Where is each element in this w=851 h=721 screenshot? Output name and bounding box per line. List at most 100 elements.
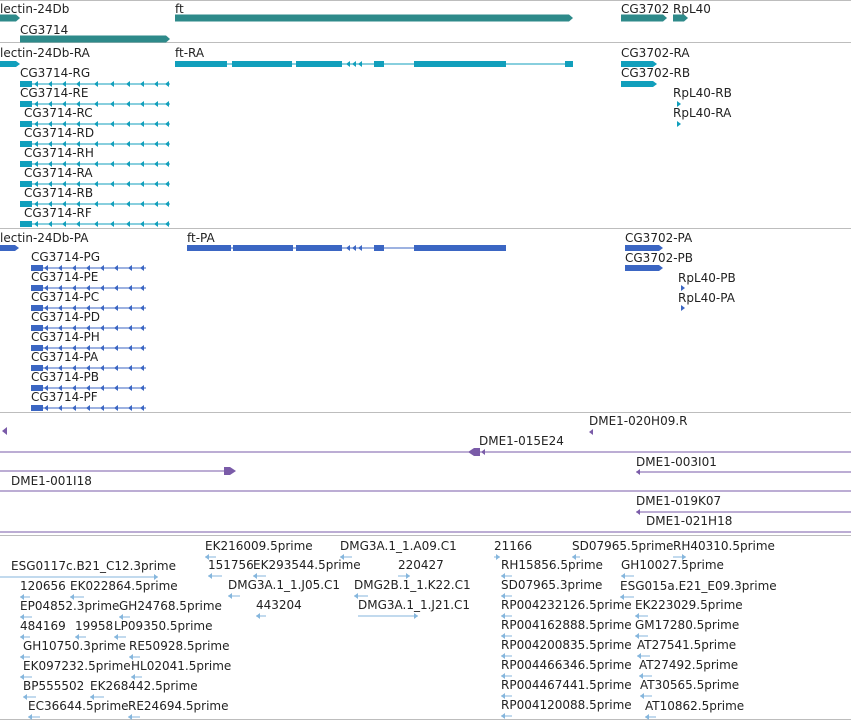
protein-feature[interactable]: CG3714-PD (31, 310, 146, 331)
est-feature[interactable]: EP04852.3prime (20, 599, 119, 620)
est-feature[interactable]: RP004466346.5prime (501, 658, 632, 679)
transcript-feature[interactable]: CG3714-RB (20, 186, 170, 207)
transcript-feature[interactable]: CG3714-RG (20, 66, 170, 87)
est-feature[interactable]: AT27541.5prime (637, 638, 736, 659)
clone-feature[interactable]: DME1-019K07 (636, 494, 851, 515)
gene-bar[interactable] (20, 35, 170, 43)
transcript-bar[interactable] (621, 61, 657, 67)
clone-feature[interactable]: DME1-020H09.R (589, 414, 688, 435)
est-feature[interactable]: EK022864.5prime (70, 579, 178, 600)
est-feature[interactable]: AT27492.5prime (639, 658, 738, 679)
exon-block[interactable] (175, 14, 573, 22)
est-feature[interactable]: 220427 (398, 558, 444, 579)
gene-feature[interactable]: CG3714 (20, 23, 170, 43)
exon-block[interactable] (625, 265, 663, 271)
est-feature[interactable]: SD07965.3prime (501, 578, 602, 599)
protein-feature[interactable]: RpL40-PB (678, 271, 736, 291)
est-feature[interactable]: RE24694.5prime (128, 699, 229, 720)
protein-feature[interactable]: CG3714-PA (31, 350, 146, 371)
exon-block[interactable] (20, 35, 170, 43)
est-feature[interactable]: ESG015a.E21_E09.3prime (620, 579, 777, 600)
protein-feature[interactable]: CG3714-PH (31, 330, 146, 351)
gene-bar[interactable] (0, 14, 20, 22)
est-feature[interactable]: DMG3A.1_1.J21.C1 (358, 598, 470, 619)
est-feature[interactable]: RP004467441.5prime (501, 678, 632, 699)
transcript-feature[interactable]: CG3702-RB (621, 66, 690, 87)
gene-bar[interactable] (175, 14, 573, 22)
clone-feature[interactable]: DME1-021H18 (0, 514, 851, 533)
protein-feature[interactable]: CG3702-PA (625, 231, 693, 251)
clone-feature[interactable] (0, 467, 236, 475)
exon-block[interactable] (621, 14, 667, 22)
est-feature[interactable]: EK223029.5prime (635, 598, 743, 619)
transcript-feature[interactable]: CG3702-RA (621, 46, 690, 67)
est-feature[interactable]: HL02041.5prime (131, 659, 231, 680)
exon-block[interactable] (414, 245, 506, 251)
est-feature[interactable]: RP004120088.5prime (501, 698, 632, 719)
est-feature[interactable]: AT30565.5prime (640, 678, 739, 699)
exon-block[interactable] (621, 81, 657, 87)
est-feature[interactable]: 484169 (20, 619, 66, 640)
exon-block[interactable] (621, 61, 657, 67)
transcript-feature[interactable]: CG3714-RH (20, 146, 170, 167)
protein-feature[interactable]: CG3702-PB (625, 251, 693, 271)
gene-feature[interactable]: CG3702 (621, 2, 669, 22)
transcript-feature[interactable]: RpL40-RA (673, 106, 732, 127)
est-feature[interactable]: GH10027.5prime (621, 558, 724, 579)
exon-block[interactable] (0, 14, 20, 22)
clone-feature[interactable]: DME1-003I01 (636, 455, 851, 475)
protein-feature[interactable]: CG3714-PG (31, 250, 146, 271)
est-feature[interactable]: DMG3A.1_1.A09.C1 (340, 539, 457, 560)
gene-feature[interactable]: lectin-24Db (0, 2, 69, 22)
cds-bar[interactable] (625, 245, 663, 251)
exon-block[interactable] (414, 61, 506, 67)
est-feature[interactable]: DMG3A.1_1.J05.C1 (228, 578, 340, 599)
protein-feature[interactable]: CG3714-PE (31, 270, 146, 291)
est-feature[interactable]: ESG0117c.B21_C12.3prime (0, 559, 176, 580)
clone-feature[interactable] (2, 427, 7, 435)
exon-block[interactable] (0, 245, 19, 251)
protein-feature[interactable]: CG3714-PB (31, 370, 146, 391)
est-feature[interactable]: EK293544.5prime (253, 558, 361, 579)
est-feature[interactable]: EK216009.5prime (205, 539, 313, 560)
exon-block[interactable] (232, 61, 292, 67)
exon-block[interactable] (233, 245, 293, 251)
est-feature[interactable]: 21166 (494, 539, 532, 560)
est-feature[interactable]: RP004162888.5prime (501, 618, 632, 639)
transcript-bar[interactable] (621, 81, 657, 87)
est-feature[interactable]: GM17280.5prime (635, 618, 739, 639)
exon-block[interactable] (374, 245, 384, 251)
exon-block[interactable] (625, 245, 663, 251)
est-feature[interactable]: EC36644.5prime (28, 699, 129, 720)
est-feature[interactable]: RH15856.5prime (501, 558, 603, 579)
est-feature[interactable]: SD07965.5prime (572, 539, 673, 560)
est-feature[interactable]: LP09350.5prime (114, 619, 213, 640)
clone-feature[interactable]: DME1-001I18 (0, 474, 851, 492)
gene-bar[interactable] (673, 14, 688, 22)
protein-feature[interactable]: CG3714-PF (31, 390, 146, 411)
transcript-feature[interactable]: CG3714-RE (20, 86, 170, 107)
exon-block[interactable] (296, 245, 342, 251)
est-feature[interactable]: EK097232.5prime (20, 659, 131, 680)
transcript-feature[interactable]: ft-RA (175, 46, 573, 67)
exon-block[interactable] (296, 61, 342, 67)
cds-bar[interactable] (0, 245, 19, 251)
exon-block[interactable] (175, 61, 227, 67)
transcript-feature[interactable]: CG3714-RA (20, 166, 170, 187)
transcript-feature[interactable]: CG3714-RD (20, 126, 170, 147)
cds-bar[interactable] (625, 265, 663, 271)
exon-block[interactable] (0, 61, 20, 67)
protein-feature[interactable]: RpL40-PA (678, 291, 736, 311)
est-feature[interactable]: 443204 (256, 598, 302, 619)
exon-block[interactable] (673, 14, 688, 22)
est-feature[interactable]: DMG2B.1_1.K22.C1 (354, 578, 471, 599)
est-feature[interactable]: AT10862.5prime (645, 699, 744, 720)
protein-feature[interactable]: ft-PA (187, 231, 506, 251)
est-feature[interactable]: 151756 (208, 558, 254, 579)
est-feature[interactable]: GH10750.3prime (20, 639, 126, 660)
gene-feature[interactable]: ft (175, 2, 573, 22)
gene-feature[interactable]: RpL40 (673, 2, 711, 22)
est-feature[interactable]: RP004200835.5prime (501, 638, 632, 659)
transcript-bar[interactable] (0, 61, 20, 67)
est-feature[interactable]: 120656 (20, 579, 66, 600)
